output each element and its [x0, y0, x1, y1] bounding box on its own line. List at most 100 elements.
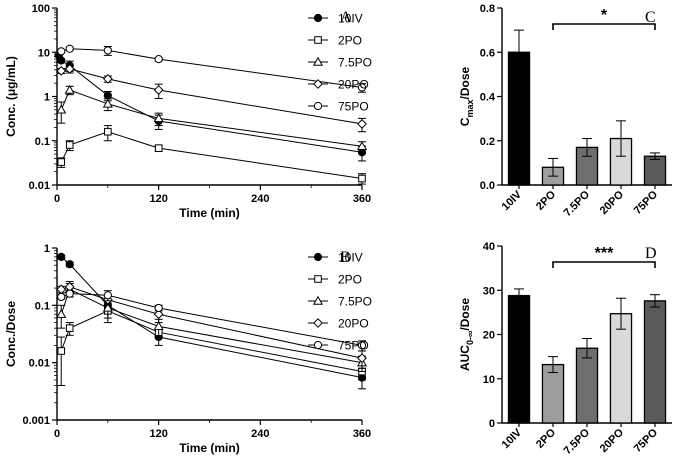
panel-c: 0.0 0.2 0.4 0.6 0.8 Cmax/Dose 10IV 2PO 7.5PO 20PO… [458, 3, 672, 219]
data-point [154, 144, 163, 152]
legend-marker [312, 56, 324, 66]
x-tick-label: 360 [353, 428, 371, 440]
y-tick-label: 0.1 [35, 300, 50, 312]
legend-label: 20PO [338, 317, 369, 331]
x-axis-label: Time (min) [179, 206, 239, 220]
x-tick-label: 120 [149, 193, 167, 205]
legend-marker [313, 79, 323, 89]
data-point [64, 84, 75, 94]
x-tick-label: 10IV [500, 188, 525, 213]
legend-label: 20PO [338, 78, 369, 92]
y-tick-label: 10 [483, 374, 495, 386]
data-point [56, 309, 67, 318]
data-point [57, 47, 66, 56]
data-point [65, 289, 74, 298]
legend-marker [313, 13, 323, 23]
legend-marker [313, 252, 323, 262]
data-point [356, 141, 368, 150]
data-point [102, 98, 113, 108]
y-tick-label: 0.1 [35, 136, 50, 148]
bar-75PO [643, 300, 667, 424]
data-point [57, 56, 66, 65]
data-point [103, 91, 112, 100]
bar-75PO [643, 155, 667, 186]
legend-marker [312, 295, 324, 305]
x-tick-label: 0 [54, 193, 60, 205]
y-tick-label: 40 [483, 241, 495, 253]
significance-label: *** [595, 245, 614, 262]
y-tick-label: 100 [32, 3, 50, 15]
x-tick-label: 2PO [534, 188, 558, 212]
x-tick-label: 10IV [500, 426, 525, 451]
y-axis-label: Conc./Dose [4, 301, 18, 367]
x-tick-label: 120 [149, 428, 167, 440]
panel-letter: A [340, 9, 352, 26]
series-75PO [57, 289, 367, 352]
x-axis-label: Time (min) [179, 441, 239, 455]
panel-b: 0.001 0.01 0.1 1 0 120 240 360 Time (min) Conc./D… [4, 243, 372, 455]
data-point [57, 292, 66, 302]
x-tick-label: 240 [251, 193, 269, 205]
legend-label: 75PO [338, 100, 369, 114]
x-tick-label: 20PO [598, 426, 627, 455]
data-point [57, 158, 66, 166]
significance-label: * [601, 7, 608, 24]
data-point [65, 141, 74, 149]
y-tick-label: 0 [489, 418, 495, 430]
y-axis-label-sub: 0-∞ [465, 330, 475, 345]
y-axis-label-rest: /Dose [458, 298, 472, 331]
bar-7.5PO [575, 347, 599, 424]
y-tick-label: 0.0 [480, 180, 495, 192]
legend-label: 2PO [338, 273, 362, 287]
data-point [57, 347, 66, 355]
panel-letter: B [340, 249, 351, 266]
legend-marker [314, 275, 322, 283]
data-point [56, 65, 67, 76]
legend-label: 75PO [338, 339, 369, 353]
data-point [102, 73, 113, 84]
data-point [154, 303, 163, 313]
x-tick-label: 20PO [598, 188, 627, 217]
data-point [65, 44, 74, 53]
legend-label: 10IV [338, 12, 363, 26]
data-point [357, 353, 367, 364]
y-tick-label: 0.6 [480, 47, 495, 59]
x-tick-label: 75PO [632, 426, 661, 455]
x-tick-label: 7.5PO [562, 188, 593, 219]
legend-marker [313, 101, 323, 111]
data-point [57, 252, 66, 261]
x-tick-label: 360 [353, 193, 371, 205]
data-point [357, 119, 367, 129]
data-point [65, 324, 74, 332]
data-point [153, 85, 164, 95]
data-point [56, 104, 67, 114]
y-axis-label-sub: max [465, 100, 475, 118]
data-point [104, 127, 112, 136]
y-tick-label: 10 [38, 47, 50, 59]
y-tick-label: 1 [44, 243, 50, 255]
y-tick-label: 0.01 [29, 180, 50, 192]
x-tick-label: 240 [251, 428, 269, 440]
data-point [64, 64, 75, 74]
y-tick-label: 0.8 [480, 3, 495, 15]
legend: 10IV 2PO 7.5PO 20PO 75PO [308, 251, 372, 353]
y-axis-label-main: C [458, 117, 472, 126]
data-point [153, 309, 164, 320]
x-tick-label: 2PO [534, 426, 558, 450]
y-axis-label: Cmax/Dose [458, 66, 475, 126]
y-tick-label: 0.2 [480, 136, 495, 148]
series-7.5PO [56, 283, 368, 373]
data-point [103, 46, 112, 55]
data-point [357, 83, 367, 92]
data-point [154, 55, 163, 64]
data-point [153, 321, 164, 331]
y-axis-label-rest: /Dose [458, 66, 472, 99]
legend-label: 2PO [338, 34, 362, 48]
significance-bracket [552, 261, 656, 268]
panel-letter: C [645, 9, 656, 26]
data-point [358, 174, 366, 183]
y-tick-label: 0.01 [29, 358, 50, 370]
x-tick-label: 75PO [632, 188, 661, 217]
data-point [65, 260, 74, 269]
